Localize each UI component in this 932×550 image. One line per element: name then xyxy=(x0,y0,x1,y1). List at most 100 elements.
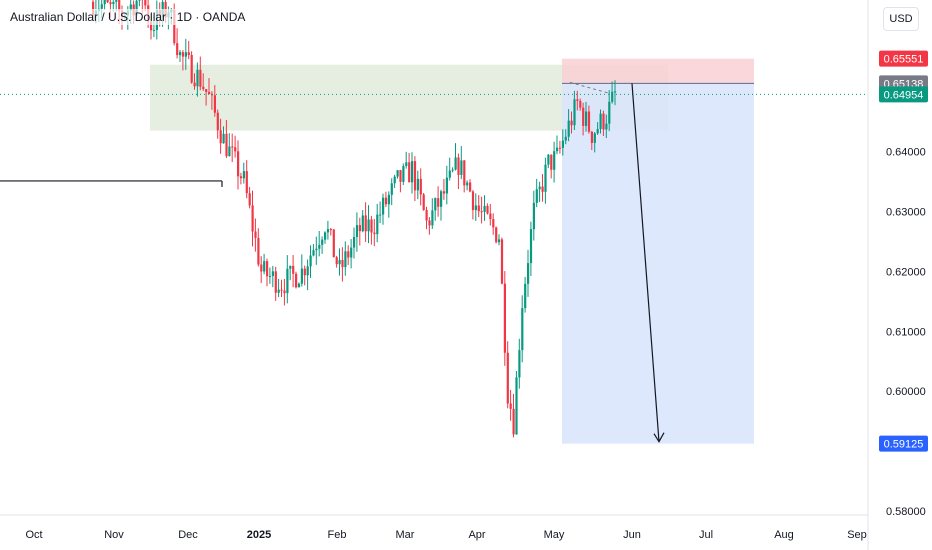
y-tick-label: 0.60000 xyxy=(886,386,926,398)
candle-body xyxy=(550,154,553,170)
candle-body xyxy=(442,191,446,194)
candle-body xyxy=(437,198,440,207)
candle-body xyxy=(590,131,593,143)
candle-body xyxy=(582,107,585,126)
candle-body xyxy=(335,257,338,265)
candle-body xyxy=(593,133,596,143)
candle-body xyxy=(222,133,225,144)
candle-body xyxy=(411,161,414,183)
candle-body xyxy=(266,261,269,277)
candle-body xyxy=(292,265,295,274)
candle-body xyxy=(486,205,489,214)
candle-body xyxy=(425,210,428,221)
candle-body xyxy=(306,266,309,276)
candle-body xyxy=(193,82,196,87)
candle-body xyxy=(228,146,231,157)
x-tick-label: Jun xyxy=(623,529,641,541)
candle-body xyxy=(382,197,385,215)
candle-body xyxy=(535,189,538,203)
candle-body xyxy=(184,52,187,57)
candle-body xyxy=(283,290,286,294)
candle-body xyxy=(474,205,477,211)
candle-body xyxy=(179,52,182,56)
candle-body xyxy=(321,239,324,245)
candle-body xyxy=(440,191,443,207)
candle-body xyxy=(271,271,274,276)
candle-body xyxy=(181,52,185,57)
candle-body xyxy=(245,171,248,194)
candle-body xyxy=(260,264,263,272)
candle-body xyxy=(364,215,367,232)
candle-body xyxy=(379,214,382,216)
candle-body xyxy=(373,232,376,235)
candle-body xyxy=(103,0,106,5)
candle-body xyxy=(524,283,527,309)
candle-body xyxy=(297,283,301,288)
candle-body xyxy=(341,259,344,268)
candle-body xyxy=(611,91,614,102)
candle-body xyxy=(538,186,541,190)
candle-body xyxy=(138,0,141,1)
candle-body xyxy=(370,219,373,233)
target-arrow-head xyxy=(653,432,665,443)
candle-body xyxy=(202,86,205,90)
candle-body xyxy=(144,0,147,6)
candle-body xyxy=(199,69,202,87)
candle-body xyxy=(602,113,605,130)
candle-body xyxy=(112,1,115,5)
candle-body xyxy=(547,154,550,165)
candle-body xyxy=(135,0,138,16)
candle-body xyxy=(457,157,460,175)
candle-body xyxy=(274,271,277,293)
candle-body xyxy=(387,194,390,205)
candle-body xyxy=(541,186,544,192)
candle-body xyxy=(176,43,179,56)
candle-body xyxy=(402,166,405,182)
candle-body xyxy=(338,259,341,265)
candle-body xyxy=(605,123,608,130)
candle-body xyxy=(376,214,379,235)
candle-body xyxy=(521,308,524,351)
candle-body xyxy=(413,161,417,191)
candle-body xyxy=(358,225,361,232)
candle-body xyxy=(518,350,521,378)
candle-body xyxy=(239,176,243,179)
candle-body xyxy=(567,120,570,137)
candle-body xyxy=(428,220,431,226)
candle-body xyxy=(263,261,266,272)
candle-body xyxy=(532,202,535,230)
candle-body xyxy=(503,283,506,353)
candle-body xyxy=(408,162,411,183)
y-tick-label: 0.61000 xyxy=(886,326,926,338)
candle-body xyxy=(498,239,501,243)
candle-body xyxy=(355,225,359,237)
candle-body xyxy=(150,21,153,31)
target-arrow-line xyxy=(631,83,660,442)
projection-dash xyxy=(569,81,611,94)
y-tick-label: 0.58000 xyxy=(886,506,926,518)
currency-button[interactable]: USD xyxy=(883,7,919,31)
candle-body xyxy=(324,232,327,240)
candle-body xyxy=(173,9,176,44)
candle-body xyxy=(405,162,408,167)
x-tick-label: Feb xyxy=(328,529,347,541)
candle-body xyxy=(587,111,591,132)
candle-body xyxy=(492,219,495,228)
candle-body xyxy=(393,176,396,184)
candle-body xyxy=(384,197,388,205)
candle-body xyxy=(277,289,280,293)
candle-body xyxy=(318,244,321,249)
candle-body xyxy=(419,178,422,195)
candle-body xyxy=(564,136,567,141)
y-tick-label: 0.64000 xyxy=(886,147,926,159)
candle-body xyxy=(216,112,219,131)
candle-body xyxy=(115,0,118,2)
candle-body xyxy=(106,0,109,3)
candle-body xyxy=(500,239,504,284)
candle-body xyxy=(495,227,498,243)
candle-body xyxy=(257,237,260,265)
candle-body xyxy=(489,213,492,220)
candle-body xyxy=(506,352,509,404)
